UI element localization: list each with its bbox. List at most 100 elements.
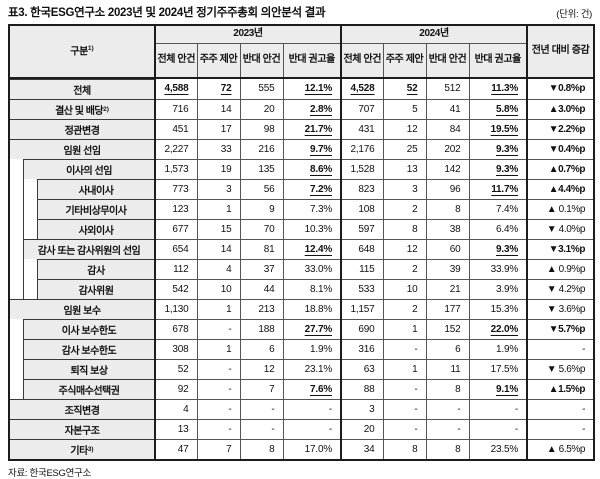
row-label: 전체: [10, 79, 154, 99]
data-cell: 12: [382, 118, 427, 140]
table-row: 정관변경 451 17 98 21.7% 431 12 84 19.5% ▼2.2%p: [9, 118, 595, 140]
table-row: 감사 보수한도 308 1 6 1.9% 316-6 1.9% -: [9, 338, 595, 360]
header-category-label: 구분: [70, 45, 88, 57]
row-label-cell: 이사 보수한도: [9, 319, 156, 339]
data-cell: 112: [154, 258, 198, 280]
row-label: 감사 또는 감사위원의 선임: [24, 239, 154, 259]
data-cell: 533: [340, 278, 384, 300]
change-cell: ▼ 4.2%p: [526, 278, 595, 300]
data-cell: 4,528: [340, 77, 384, 100]
data-cell: 1: [382, 358, 427, 380]
data-cell: 4: [196, 258, 241, 280]
data-cell: 7: [239, 378, 284, 400]
row-label-cell: 퇴직 보상: [9, 359, 156, 379]
table-row: 기타 3) 47 7 8 17.0% 34 8 8 23.5% ▲ 6.5%p: [9, 438, 595, 461]
data-cell: 41: [425, 98, 470, 120]
data-cell: -: [382, 398, 427, 420]
data-cell: -: [282, 398, 343, 420]
change-cell: ▲3.0%p: [526, 98, 595, 120]
row-label: 이사의 선임: [24, 159, 154, 179]
data-cell: 11.7%: [468, 178, 529, 200]
table-row: 조직변경 4- - -3- - - -: [9, 398, 595, 420]
data-cell: 7.6%: [282, 378, 343, 400]
data-cell: 12.4%: [282, 238, 343, 260]
footnote-marker: 1): [87, 44, 94, 52]
data-cell: 17: [196, 118, 241, 140]
data-cell: 27.7%: [282, 318, 343, 340]
row-label: 퇴직 보상: [24, 359, 154, 379]
table-body: 전체 4,588 72 555 12.1% 4,528 52 512 11.3% ▼0.8%p 결산…: [9, 77, 595, 461]
data-cell: 9.3%: [468, 138, 529, 160]
data-cell: 202: [425, 138, 470, 160]
data-cell: 555: [239, 77, 284, 100]
row-label: 자본구조: [10, 419, 154, 439]
data-cell: -: [382, 338, 427, 360]
row-label: 사외이사: [38, 219, 154, 239]
data-cell: 2,176: [340, 138, 384, 160]
data-cell: -: [196, 418, 241, 440]
data-cell: -: [196, 378, 241, 400]
table-row: 자본구조 13- - -20- - - -: [9, 418, 595, 440]
data-cell: 70: [239, 218, 284, 240]
data-cell: -: [239, 418, 284, 440]
data-cell: 7.2%: [282, 178, 343, 200]
row-label: 감사: [38, 259, 154, 279]
change-cell: ▲0.7%p: [526, 158, 595, 180]
table-row: 임원 선임 2,227 33 216 9.7% 2,176 25 202 9.3% ▼0.4%p: [9, 138, 595, 160]
data-cell: 56: [239, 178, 284, 200]
data-cell: 8: [425, 198, 470, 220]
data-cell: 52: [382, 77, 427, 100]
data-cell: 44: [239, 278, 284, 300]
data-cell: 142: [425, 158, 470, 180]
data-cell: 1,157: [340, 298, 384, 320]
data-cell: 6: [239, 338, 284, 360]
data-cell: 81: [239, 238, 284, 260]
table-row: 감사 또는 감사위원의 선임 654 14 81 12.4% 648 12 60 9.3% ▼3.…: [9, 238, 595, 260]
data-cell: 21: [425, 278, 470, 300]
data-cell: 451: [154, 118, 198, 140]
data-cell: 8: [382, 438, 427, 461]
indent-guide: 사내이사: [23, 179, 154, 199]
data-cell: 7: [196, 438, 241, 461]
row-label-cell: 사외이사: [9, 219, 156, 239]
indent-guide: 기타비상무이사: [37, 199, 154, 219]
data-cell: 2: [382, 198, 427, 220]
data-cell: 38: [425, 218, 470, 240]
header-year-2023: 2023년: [154, 24, 343, 44]
row-label-cell: 주식매수선택권: [9, 379, 156, 399]
indent-guide: 이사 보수한도: [23, 319, 154, 339]
indent-guide: 기타비상무이사: [23, 199, 154, 219]
row-label-cell: 조직변경: [9, 399, 156, 419]
table-row: 퇴직 보상 52-12 23.1% 63 1 11 17.5% ▼ 5.6%p: [9, 358, 595, 380]
data-cell: 33.9%: [468, 258, 529, 280]
data-cell: 213: [239, 298, 284, 320]
indent-guide: 감사위원: [23, 279, 154, 299]
data-cell: 8: [425, 438, 470, 461]
data-cell: 17.0%: [282, 438, 343, 461]
table-row: 감사 112 4 37 33.0% 115 2 39 33.9% ▲ 0.9%p: [9, 258, 595, 280]
data-cell: 11.3%: [468, 77, 529, 100]
data-cell: 34: [340, 438, 384, 461]
table-row: 임원 보수 1,130 1 213 18.8% 1,157 2 177 15.3% ▼ 3.6%p: [9, 298, 595, 320]
data-cell: 92: [154, 378, 198, 400]
data-cell: 188: [239, 318, 284, 340]
data-cell: -: [196, 358, 241, 380]
data-cell: 8: [382, 218, 427, 240]
change-cell: ▼ 4.0%p: [526, 218, 595, 240]
data-cell: 20: [239, 98, 284, 120]
header-total-2023: 전체 안건: [154, 42, 198, 79]
data-cell: 12: [382, 238, 427, 260]
data-cell: 108: [340, 198, 384, 220]
data-cell: 216: [239, 138, 284, 160]
data-cell: 2: [382, 298, 427, 320]
header-against-2024: 반대 안건: [425, 42, 470, 79]
data-cell: 96: [425, 178, 470, 200]
table-row: 전체 4,588 72 555 12.1% 4,528 52 512 11.3% ▼0.8%p: [9, 77, 595, 100]
row-label-cell: 기타비상무이사: [9, 199, 156, 219]
table-row: 결산 및 배당 2) 716 14 20 2.8% 707 5 41 5.8% ▲3.0%p: [9, 98, 595, 120]
change-cell: -: [526, 418, 595, 440]
data-cell: -: [468, 398, 529, 420]
data-cell: 13: [382, 158, 427, 180]
data-cell: 6.4%: [468, 218, 529, 240]
data-cell: 47: [154, 438, 198, 461]
